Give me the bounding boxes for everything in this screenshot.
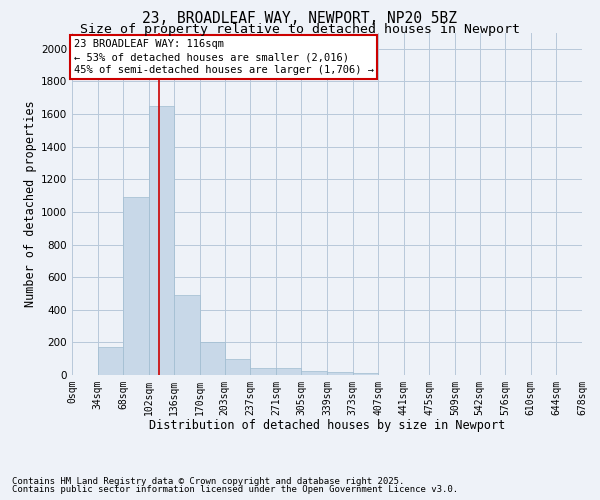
Bar [276, 368, 301, 375]
Bar [353, 373, 378, 375]
Bar [200, 342, 224, 375]
Bar [175, 295, 200, 375]
Text: 23 BROADLEAF WAY: 116sqm
← 53% of detached houses are smaller (2,016)
45% of sem: 23 BROADLEAF WAY: 116sqm ← 53% of detach… [74, 39, 374, 76]
Bar [327, 372, 353, 375]
Text: 23, BROADLEAF WAY, NEWPORT, NP20 5BZ: 23, BROADLEAF WAY, NEWPORT, NP20 5BZ [143, 11, 458, 26]
Y-axis label: Number of detached properties: Number of detached properties [24, 100, 37, 307]
Bar [98, 348, 123, 375]
Bar [149, 106, 175, 375]
X-axis label: Distribution of detached houses by size in Newport: Distribution of detached houses by size … [149, 420, 505, 432]
Text: Contains public sector information licensed under the Open Government Licence v3: Contains public sector information licen… [12, 485, 458, 494]
Bar [250, 368, 276, 375]
Bar [224, 358, 250, 375]
Text: Size of property relative to detached houses in Newport: Size of property relative to detached ho… [80, 22, 520, 36]
Bar [123, 197, 149, 375]
Bar [301, 371, 327, 375]
Text: Contains HM Land Registry data © Crown copyright and database right 2025.: Contains HM Land Registry data © Crown c… [12, 477, 404, 486]
